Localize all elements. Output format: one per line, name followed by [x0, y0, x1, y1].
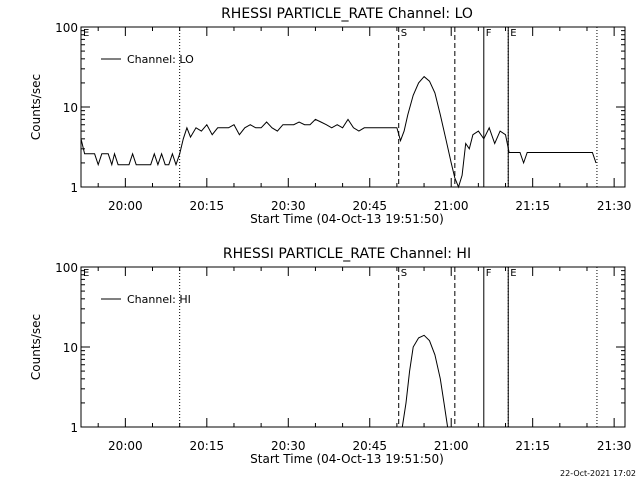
y-tick-label: 1: [70, 181, 78, 195]
marker-label-s: S: [401, 268, 407, 279]
x-tick-label: 21:15: [515, 439, 550, 453]
legend-label: Channel: LO: [127, 53, 194, 66]
x-axis-label: Start Time (04-Oct-13 19:51:50): [250, 452, 444, 466]
series-line-1: [401, 334, 449, 428]
y-axis-label: Counts/sec: [29, 314, 43, 380]
y-axis-label: Counts/sec: [29, 74, 43, 140]
chart-title: RHESSI PARTICLE_RATE Channel: LO: [221, 6, 473, 22]
x-tick-label: 21:00: [434, 199, 469, 213]
y-tick-label: 100: [55, 261, 78, 275]
x-tick-label: 20:00: [108, 439, 143, 453]
marker-label-e: E: [83, 268, 89, 279]
marker-label-e: E: [510, 28, 516, 39]
footer-timestamp: 22-Oct-2021 17:02: [560, 469, 636, 478]
x-axis-label: Start Time (04-Oct-13 19:51:50): [250, 212, 444, 226]
x-tick-label: 20:45: [352, 439, 387, 453]
x-tick-label: 21:30: [597, 439, 632, 453]
x-tick-label: 20:15: [190, 199, 225, 213]
panel-2: RHESSI PARTICLE_RATE Channel: HI Counts/s…: [29, 246, 631, 466]
y-tick-label: 10: [63, 341, 78, 355]
y-tick-label: 10: [63, 101, 78, 115]
marker-label-f: F: [486, 268, 492, 279]
panel-1: RHESSI PARTICLE_RATE Channel: LO Counts/s…: [29, 6, 631, 226]
x-tick-label: 20:30: [271, 199, 306, 213]
x-tick-label: 21:00: [434, 439, 469, 453]
x-tick-label: 20:45: [352, 199, 387, 213]
legend-label: Channel: HI: [127, 293, 191, 306]
chart-title: RHESSI PARTICLE_RATE Channel: HI: [223, 246, 471, 262]
marker-label-s: S: [401, 28, 407, 39]
x-tick-label: 20:00: [108, 199, 143, 213]
x-tick-label: 21:15: [515, 199, 550, 213]
marker-label-e: E: [83, 28, 89, 39]
marker-label-f: F: [486, 28, 492, 39]
y-tick-label: 1: [70, 421, 78, 435]
series-line-1: [80, 75, 597, 189]
x-tick-label: 20:15: [190, 439, 225, 453]
marker-label-e: E: [510, 268, 516, 279]
y-tick-label: 100: [55, 21, 78, 35]
x-tick-label: 20:30: [271, 439, 306, 453]
x-tick-label: 21:30: [597, 199, 632, 213]
